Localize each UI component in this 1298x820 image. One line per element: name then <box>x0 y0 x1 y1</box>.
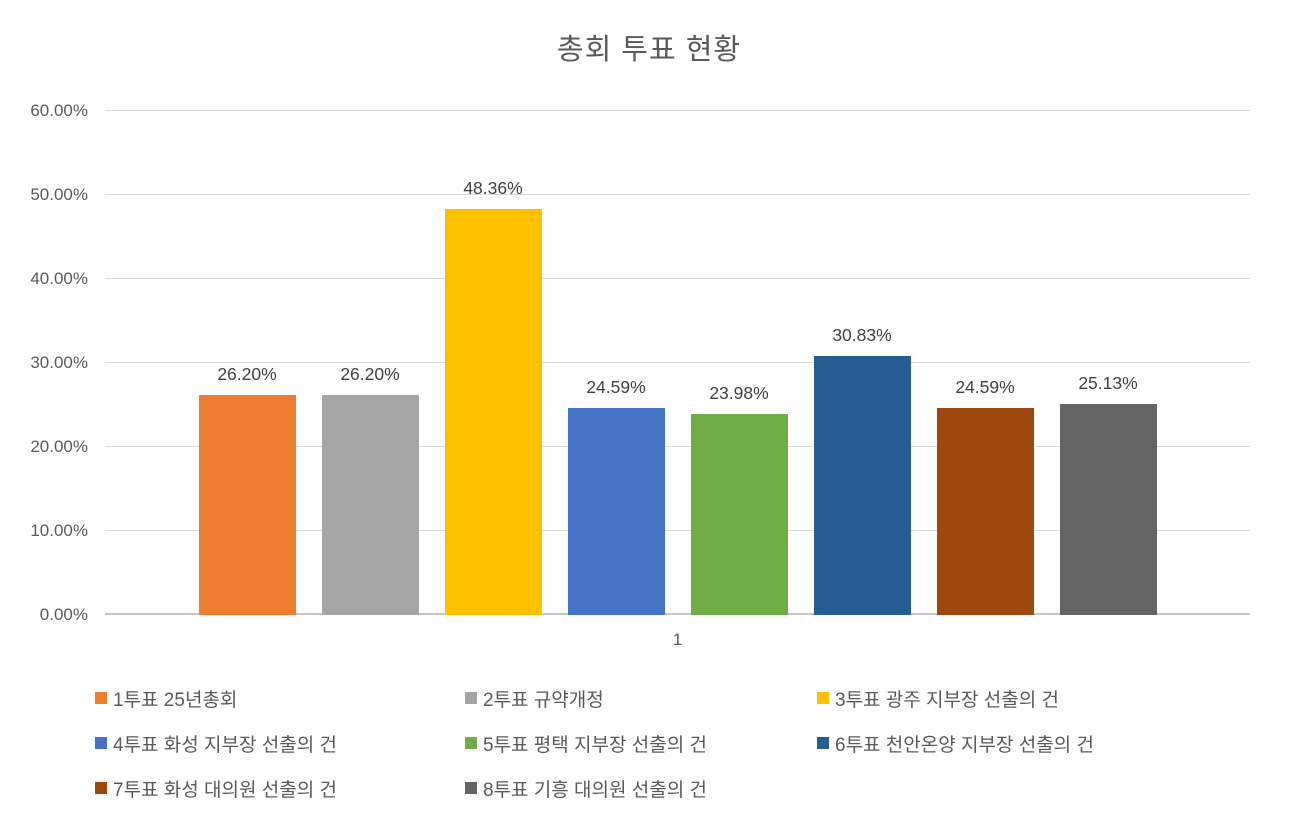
legend-swatch-icon <box>817 692 829 704</box>
bar-value-label: 30.83% <box>832 325 892 346</box>
y-tick-label: 60.00% <box>30 101 88 120</box>
bar[interactable] <box>690 413 788 615</box>
legend-label: 1투표 25년총회 <box>113 689 238 711</box>
bar-value-label: 23.98% <box>709 382 769 403</box>
bar[interactable] <box>444 208 542 615</box>
bar-item: 24.59% <box>936 111 1034 615</box>
bar[interactable] <box>936 408 1034 615</box>
gridline <box>105 278 1250 279</box>
legend-swatch-icon <box>95 737 107 749</box>
gridline <box>105 362 1250 363</box>
legend-item[interactable]: 8투표 기흥 대의원 선출의 건 <box>465 774 817 802</box>
bar-value-label: 25.13% <box>1078 372 1138 393</box>
bar-item: 23.98% <box>690 111 788 615</box>
bar-item: 25.13% <box>1059 111 1157 615</box>
bar-value-label: 24.59% <box>955 377 1015 398</box>
x-axis-line <box>105 613 1250 615</box>
gridline <box>105 194 1250 195</box>
legend-label: 4투표 화성 지부장 선출의 건 <box>113 734 337 756</box>
y-tick-label: 20.00% <box>30 437 88 456</box>
bar-value-label: 24.59% <box>586 377 646 398</box>
legend-swatch-icon <box>817 737 829 749</box>
legend-swatch-icon <box>465 737 477 749</box>
y-tick-label: 40.00% <box>30 269 88 288</box>
legend-label: 8투표 기흥 대의원 선출의 건 <box>483 779 707 801</box>
y-tick-label: 10.00% <box>30 521 88 540</box>
bar[interactable] <box>1059 403 1157 615</box>
legend-label: 3투표 광주 지부장 선출의 건 <box>835 689 1059 711</box>
y-tick-label: 0.00% <box>39 605 88 624</box>
legend-swatch-icon <box>95 782 107 794</box>
chart-legend: 1투표 25년총회 2투표 규약개정 3투표 광주 지부장 선출의 건 4투표 화성 … <box>95 684 1255 802</box>
legend-label: 5투표 평택 지부장 선출의 건 <box>483 734 707 756</box>
bar-value-label: 26.20% <box>217 363 277 384</box>
legend-item[interactable]: 4투표 화성 지부장 선출의 건 <box>95 729 465 757</box>
legend-item[interactable]: 2투표 규약개정 <box>465 684 817 712</box>
bars-row: 26.20% 26.20% 48.36% 24.59% 23.98% 30.83% 24.5… <box>105 111 1250 615</box>
bar-item: 30.83% <box>813 111 911 615</box>
y-tick-label: 50.00% <box>30 185 88 204</box>
bar[interactable] <box>813 356 911 615</box>
legend-item[interactable]: 5투표 평택 지부장 선출의 건 <box>465 729 817 757</box>
x-axis-category-label: 1 <box>672 630 683 649</box>
bar[interactable] <box>567 408 665 615</box>
bar-item: 48.36% <box>444 111 542 615</box>
bar[interactable] <box>321 394 419 615</box>
gridline <box>105 110 1250 111</box>
legend-label: 2투표 규약개정 <box>483 689 604 711</box>
legend-swatch-icon <box>95 692 107 704</box>
legend-swatch-icon <box>465 692 477 704</box>
legend-label: 7투표 화성 대의원 선출의 건 <box>113 779 337 801</box>
bar-item: 26.20% <box>198 111 296 615</box>
bar-value-label: 26.20% <box>340 363 400 384</box>
bar[interactable] <box>198 394 296 615</box>
plot-area: 26.20% 26.20% 48.36% 24.59% 23.98% 30.83% 24.5… <box>105 110 1250 615</box>
bar-item: 26.20% <box>321 111 419 615</box>
bar-item: 24.59% <box>567 111 665 615</box>
bar-value-label: 48.36% <box>463 177 523 198</box>
y-tick-label: 30.00% <box>30 353 88 372</box>
gridline <box>105 530 1250 531</box>
legend-item[interactable]: 3투표 광주 지부장 선출의 건 <box>817 684 1255 712</box>
legend-item[interactable]: 7투표 화성 대의원 선출의 건 <box>95 774 465 802</box>
legend-swatch-icon <box>465 782 477 794</box>
chart-title: 총회 투표 현황 <box>556 34 742 66</box>
gridline <box>105 446 1250 447</box>
legend-item[interactable]: 1투표 25년총회 <box>95 684 465 712</box>
legend-item[interactable]: 6투표 천안온양 지부장 선출의 건 <box>817 729 1255 757</box>
legend-label: 6투표 천안온양 지부장 선출의 건 <box>835 734 1094 756</box>
